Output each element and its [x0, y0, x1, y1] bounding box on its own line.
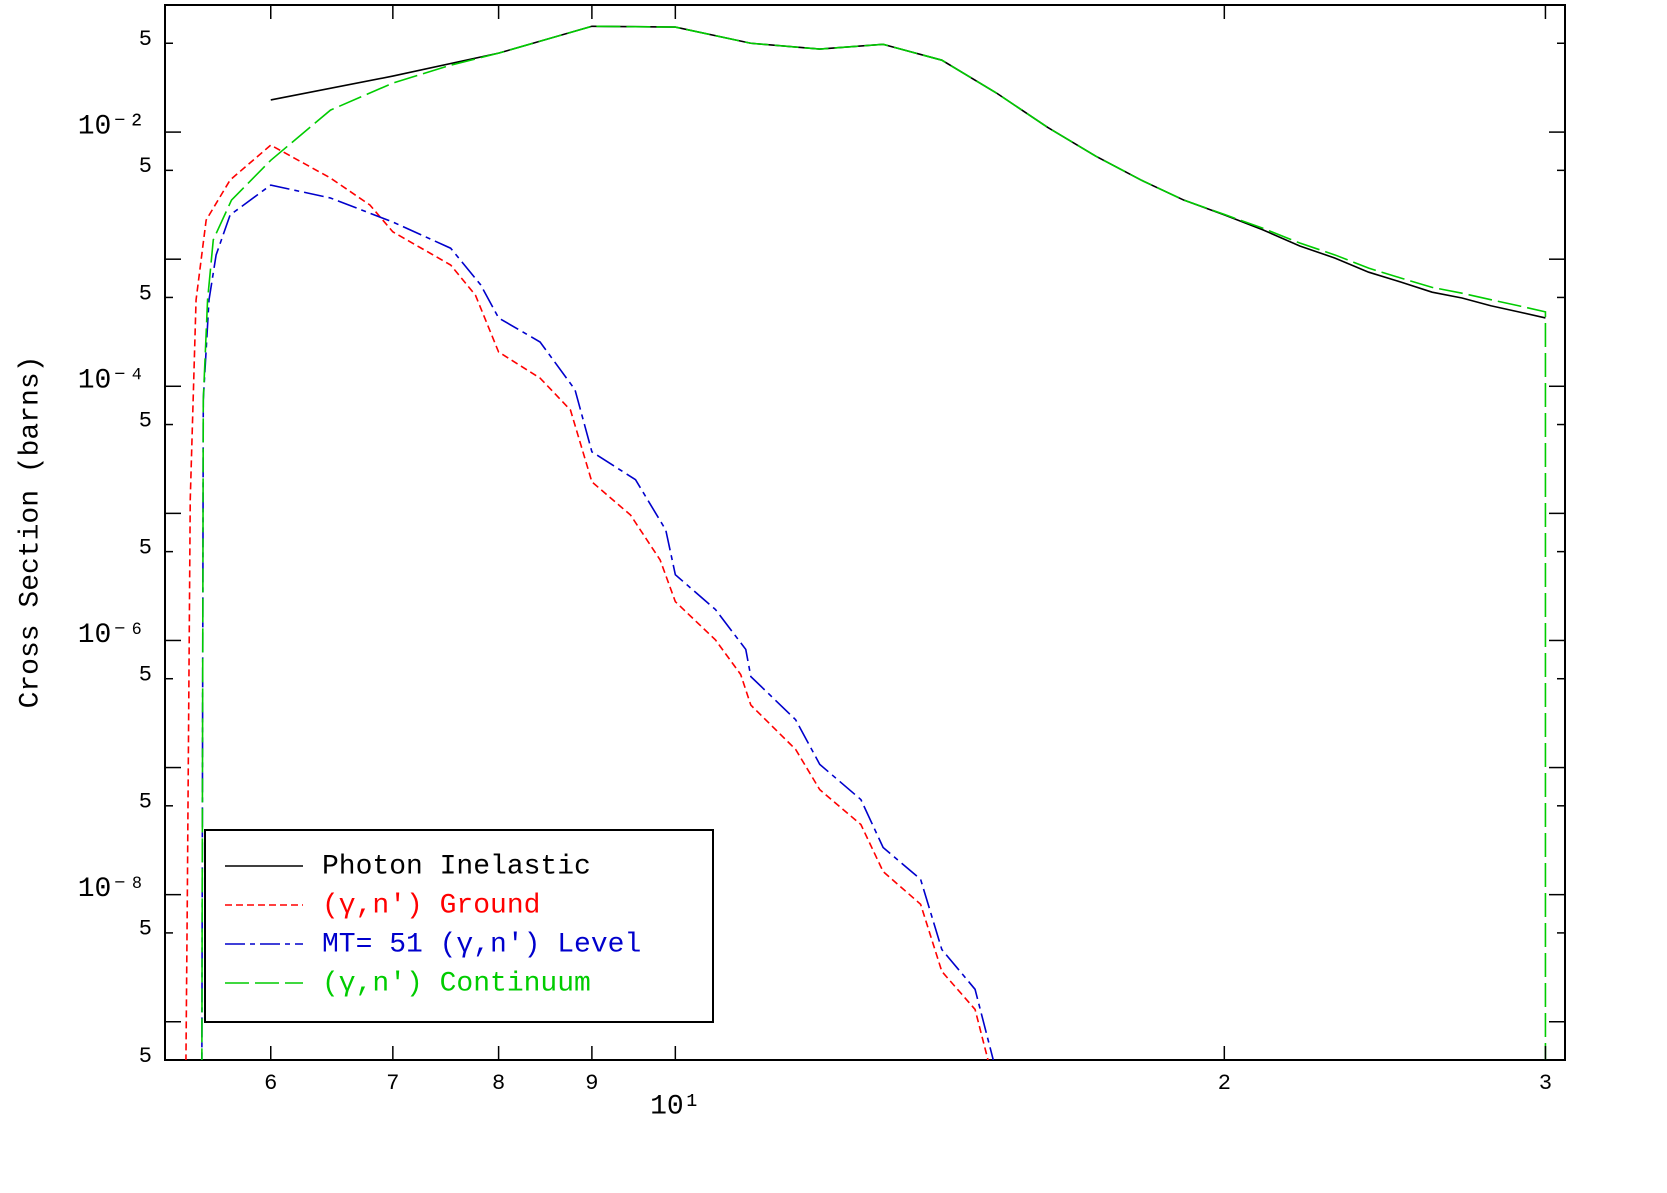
- legend-box: [204, 829, 714, 1023]
- y-tick-label: 10⁻²: [78, 111, 145, 142]
- lines: [185, 25, 1547, 1060]
- series-line: [185, 144, 989, 1060]
- series-line: [270, 25, 1546, 319]
- y-tick-label: 5: [139, 535, 152, 560]
- y-tick-label: 5: [139, 27, 152, 52]
- y-tick-label: 10⁻⁶: [78, 620, 145, 651]
- x-tick-label: 10¹: [650, 1091, 700, 1122]
- y-tick-label: 5: [139, 281, 152, 306]
- y-tick-label: 5: [139, 1044, 152, 1069]
- x-tick-label: 2: [1218, 1071, 1231, 1096]
- legend-label: MT= 51 (γ,n') Level: [322, 929, 641, 960]
- x-tick-label: 6: [264, 1071, 277, 1096]
- y-tick-label: 10⁻⁴: [78, 366, 145, 397]
- x-tick-label: 9: [585, 1071, 598, 1096]
- series-line: [201, 184, 995, 1060]
- x-tick-label: 8: [492, 1071, 505, 1096]
- x-tick-label: 3: [1539, 1071, 1552, 1096]
- y-tick-label: 10⁻⁸: [78, 874, 145, 905]
- y-axis-label: Cross Section (barns): [15, 356, 46, 709]
- y-tick-label: 5: [139, 408, 152, 433]
- y-tick-label: 5: [139, 663, 152, 688]
- x-tick-label: 7: [386, 1071, 399, 1096]
- series-line: [201, 25, 1547, 1060]
- y-tick-label: 5: [139, 790, 152, 815]
- plot-frame: [164, 4, 1566, 1061]
- legend-label: Photon Inelastic: [322, 851, 591, 882]
- legend-label: (γ,n') Ground: [322, 890, 540, 921]
- y-tick-label: 5: [139, 154, 152, 179]
- y-tick-label: 5: [139, 917, 152, 942]
- legend-label: (γ,n') Continuum: [322, 968, 591, 999]
